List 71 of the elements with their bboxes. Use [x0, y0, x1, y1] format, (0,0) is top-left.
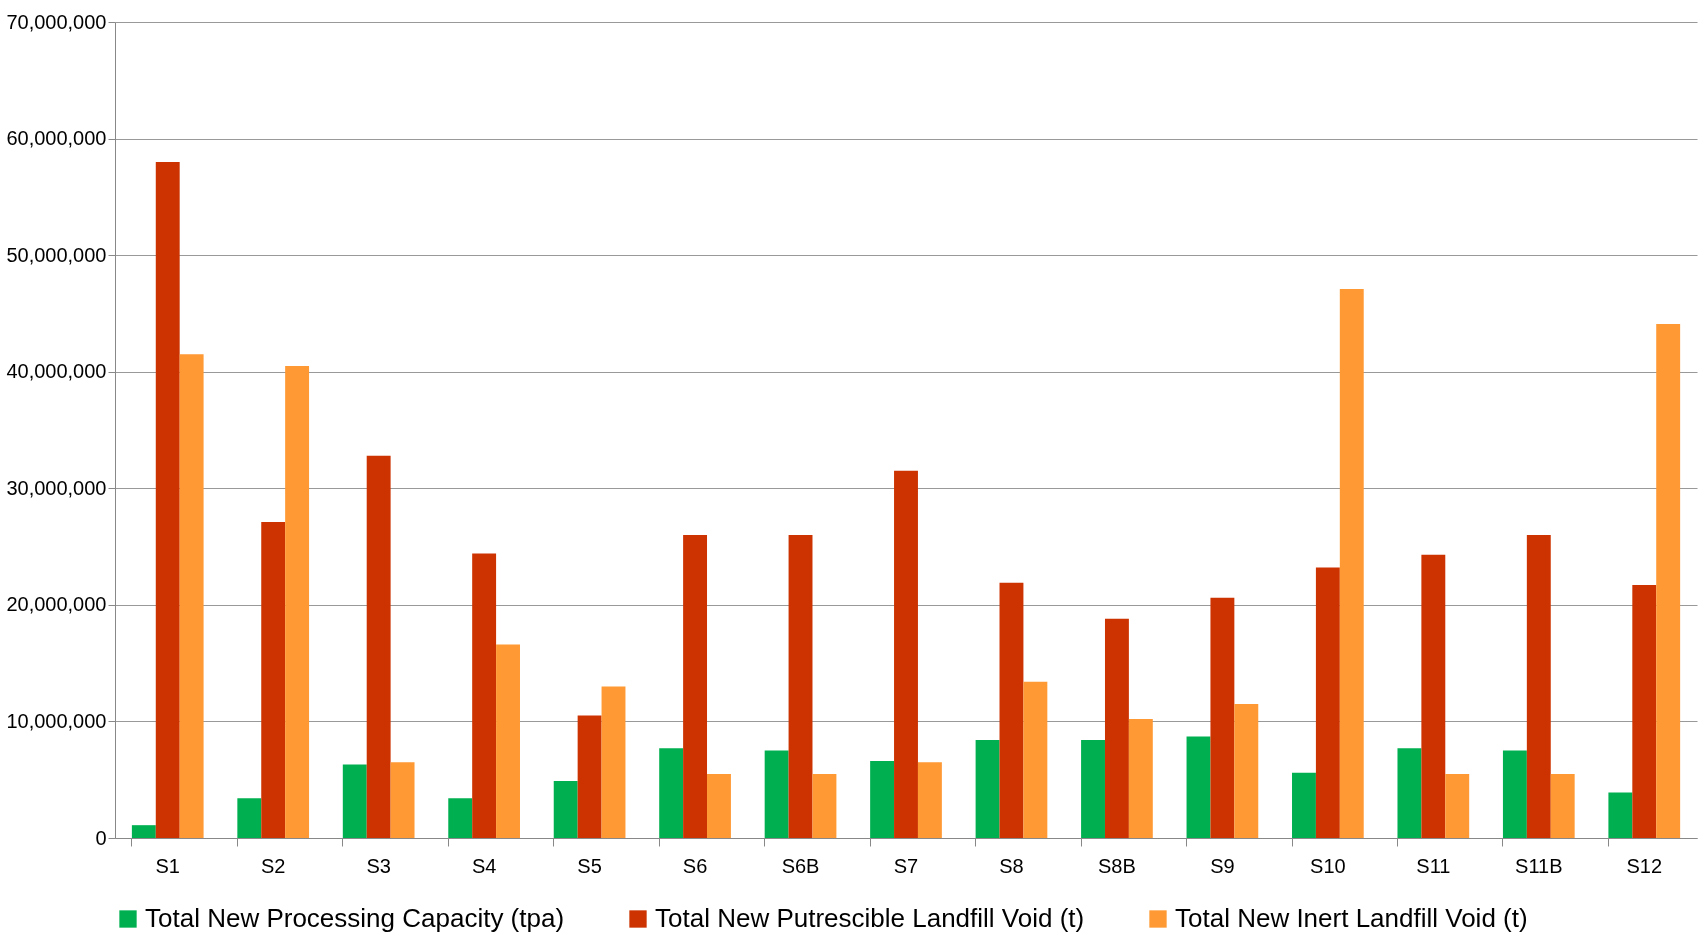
y-tick-label: 10,000,000	[6, 709, 107, 732]
bar	[366, 455, 391, 838]
bar	[237, 798, 262, 838]
x-tick-label: S1	[155, 854, 180, 877]
bar	[601, 686, 626, 838]
y-tick-label: 0	[95, 826, 107, 849]
bar	[1550, 773, 1575, 838]
bar	[390, 762, 415, 838]
x-tick-label: S6B	[781, 854, 820, 877]
bar	[1339, 288, 1364, 838]
y-tick-label: 30,000,000	[6, 476, 107, 499]
bar	[285, 365, 310, 838]
bar	[1608, 792, 1633, 838]
x-tick-label: S7	[893, 854, 919, 877]
x-tick-label: S8B	[1098, 854, 1136, 877]
bar	[1421, 554, 1446, 838]
bar	[683, 534, 708, 838]
x-tick-label: S10	[1310, 854, 1346, 877]
bar	[999, 582, 1024, 838]
x-tick-label: S11B	[1515, 854, 1563, 877]
bar	[1526, 534, 1551, 838]
bar	[917, 762, 942, 838]
bar	[577, 715, 602, 838]
bar	[894, 470, 918, 838]
y-tick-label: 60,000,000	[6, 127, 107, 150]
x-tick-label: S6	[682, 854, 708, 877]
bar	[1656, 323, 1681, 838]
bar	[1210, 597, 1235, 838]
x-tick-label: S5	[577, 854, 602, 877]
bar	[1081, 740, 1105, 838]
bar	[155, 161, 180, 838]
y-tick-label: 70,000,000	[6, 10, 107, 33]
bar	[659, 748, 684, 838]
bar	[1397, 748, 1422, 838]
bar	[1445, 773, 1470, 838]
bar	[812, 773, 837, 838]
x-tick-label: S12	[1626, 854, 1663, 877]
bar	[472, 553, 497, 838]
x-tick-label: S2	[260, 854, 286, 877]
bar	[1104, 618, 1129, 838]
bar	[1234, 703, 1259, 838]
bar	[707, 773, 731, 838]
legend-label: Total New Inert Landfill Void (t)	[1175, 903, 1528, 933]
bar	[1315, 567, 1340, 838]
bar	[1023, 681, 1048, 838]
bar	[1128, 719, 1153, 838]
bar	[448, 798, 473, 838]
x-tick-label: S11	[1416, 854, 1451, 877]
x-tick-label: S9	[1210, 854, 1235, 877]
bar	[1186, 736, 1211, 838]
bar	[553, 780, 578, 838]
bar	[179, 354, 204, 838]
x-tick-label: S8	[999, 854, 1024, 877]
bar	[261, 522, 286, 838]
bar	[764, 750, 789, 838]
x-tick-label: S3	[366, 854, 391, 877]
legend-label: Total New Putrescible Landfill Void (t)	[655, 903, 1085, 933]
legend-label: Total New Processing Capacity (tpa)	[145, 903, 565, 933]
bar	[496, 644, 520, 838]
bar	[1502, 750, 1527, 838]
y-tick-label: 50,000,000	[6, 243, 107, 266]
x-tick-label: S4	[471, 854, 497, 877]
bar	[788, 534, 813, 838]
bar	[975, 740, 1000, 838]
bar	[1292, 772, 1316, 838]
y-tick-label: 20,000,000	[6, 593, 107, 616]
bar	[131, 825, 156, 838]
bar	[342, 764, 367, 838]
bar	[1632, 585, 1657, 838]
bar	[870, 761, 895, 838]
y-tick-label: 40,000,000	[6, 360, 107, 383]
